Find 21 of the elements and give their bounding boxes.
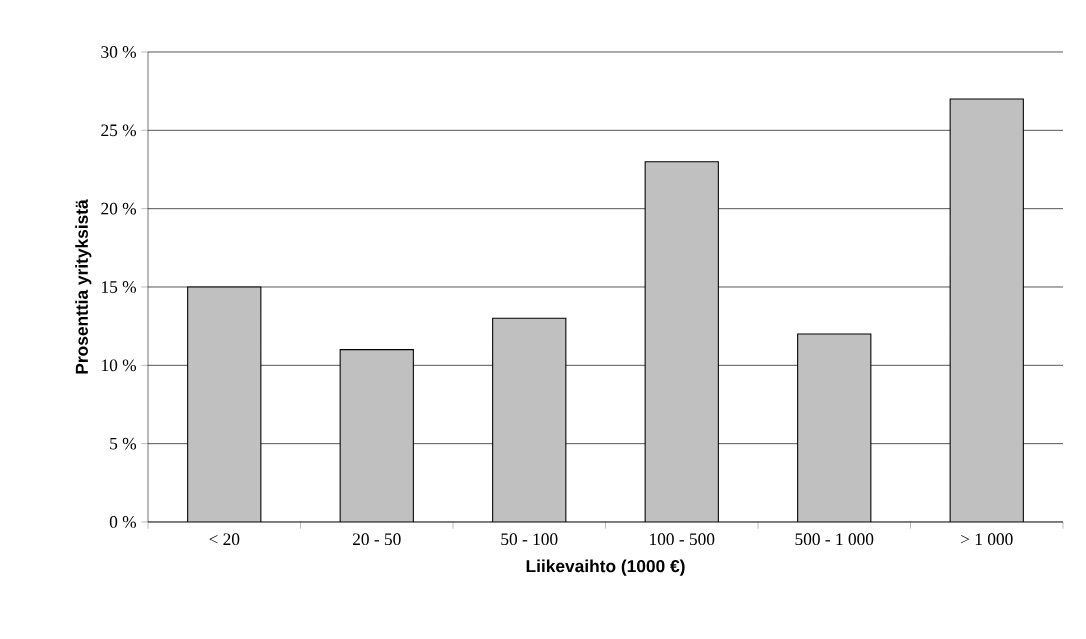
x-tick-label: > 1 000 [961,533,1013,546]
x-tick-label: < 20 [209,533,240,546]
x-tick-label: 100 - 500 [650,533,715,546]
y-tick-label: 10 % [102,359,137,372]
bar [644,161,719,522]
y-axis-title: Prosenttia yrityksistä [75,199,92,374]
y-tick-label: 5 % [110,437,137,450]
bar [949,98,1024,522]
y-tick-label: 15 % [102,281,137,293]
bar [339,349,414,522]
x-tick-label: 500 - 1 000 [795,533,874,546]
y-tick-label: 25 % [101,124,137,137]
x-axis-title: Liikevaihto (1000 €) [526,559,685,576]
x-tick-label: 20 - 50 [352,533,401,546]
y-tick-label: 0 % [109,516,137,528]
bar [797,333,872,522]
y-tick-label: 20 % [101,202,137,215]
bar [492,317,567,522]
bar [187,286,262,522]
y-tick-label: 30 % [101,46,137,58]
x-tick-label: 50 - 100 [501,533,558,546]
